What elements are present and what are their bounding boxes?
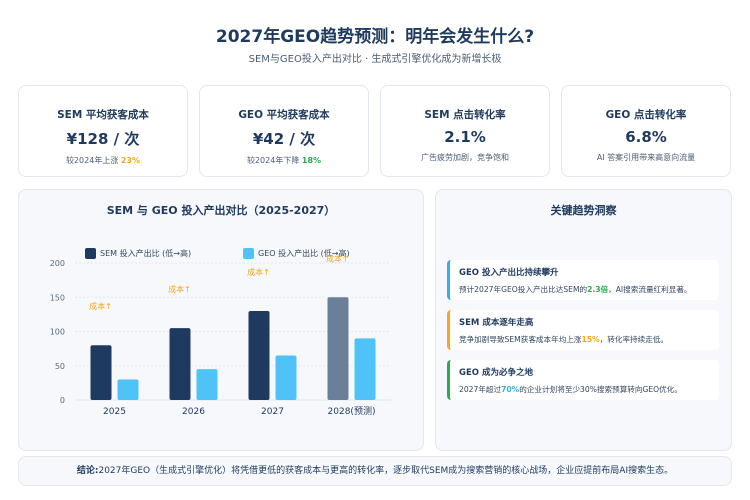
bar-chart: 0 50 100 150 200 2025 成本↑ 2026 成本↑ 2027 成本↑ 2028(预测… xyxy=(50,253,391,417)
x-tick-label: 2028(预测) xyxy=(328,406,376,417)
kpi-note: 广告疲劳加剧，竞争饱和 xyxy=(421,153,509,162)
bar-geo xyxy=(275,355,297,400)
kpi-card-sem-conversion: SEM 点击转化率 2.1% 广告疲劳加剧，竞争饱和 xyxy=(380,85,550,177)
conclusion-bar: 结论:2027年GEO（生成式引擎优化）将凭借更低的获客成本与更高的转化率，逐步… xyxy=(18,456,732,486)
insight-desc: 预计2027年GEO投入产出比达SEM的2.3倍，AI搜索流量红利显著。 xyxy=(459,285,692,294)
x-tick-label: 2026 xyxy=(182,407,205,417)
bar-geo xyxy=(354,338,376,400)
y-tick-label: 150 xyxy=(50,293,65,302)
insight-title: GEO 投入产出比持续攀升 xyxy=(459,268,559,278)
legend-swatch-sem xyxy=(85,248,96,259)
kpi-title: SEM 平均获客成本 xyxy=(57,109,149,121)
legend-swatch-geo xyxy=(243,248,254,259)
kpi-card-geo-conversion: GEO 点击转化率 6.8% AI 答案引用带来高意向流量 xyxy=(561,85,731,177)
kpi-card-sem-cost: SEM 平均获客成本 ¥128 / 次 较2024年上涨 23% xyxy=(18,85,188,177)
cost-annotation: 成本↑ xyxy=(247,267,270,277)
kpi-note: AI 答案引用带来高意向流量 xyxy=(596,153,696,162)
y-tick-label: 0 xyxy=(60,396,65,405)
bar-geo xyxy=(196,369,218,400)
kpi-value: ¥42 / 次 xyxy=(252,130,316,148)
chart-title: SEM 与 GEO 投入产出对比（2025-2027） xyxy=(106,204,336,217)
kpi-title: GEO 点击转化率 xyxy=(605,109,687,121)
insight-title: SEM 成本逐年走高 xyxy=(459,318,534,328)
page-subtitle: SEM与GEO投入产出对比 · 生成式引擎优化成为新增长极 xyxy=(248,54,502,65)
insight-desc: 2027年超过70%的企业计划将至少30%搜索预算转向GEO优化。 xyxy=(459,385,682,394)
insight-card: GEO 成为必争之地 2027年超过70%的企业计划将至少30%搜索预算转向GE… xyxy=(447,360,719,400)
kpi-value: 2.1% xyxy=(444,128,486,146)
kpi-value: 6.8% xyxy=(625,128,667,146)
bar-sem xyxy=(327,297,349,400)
x-tick-label: 2025 xyxy=(103,407,126,417)
insight-title: GEO 成为必争之地 xyxy=(459,368,533,378)
cost-annotation: 成本↑ xyxy=(326,253,349,263)
kpi-card-geo-cost: GEO 平均获客成本 ¥42 / 次 较2024年下降 18% xyxy=(199,85,369,177)
legend-item-sem: SEM 投入产出比 (低→高) xyxy=(85,248,191,259)
insight-card: GEO 投入产出比持续攀升 预计2027年GEO投入产出比达SEM的2.3倍，A… xyxy=(447,260,719,300)
chart-panel: SEM 与 GEO 投入产出对比（2025-2027） SEM 投入产出比 (低… xyxy=(18,189,424,451)
kpi-title: SEM 点击转化率 xyxy=(424,109,506,121)
conclusion-text: 2027年GEO（生成式引擎优化）将凭借更低的获客成本与更高的转化率，逐步取代S… xyxy=(98,466,674,476)
kpi-value: ¥128 / 次 xyxy=(66,130,140,148)
conclusion-label: 结论: xyxy=(76,466,99,476)
kpi-note: 较2024年下降 18% xyxy=(246,156,322,165)
y-tick-label: 200 xyxy=(50,259,65,268)
insights-panel: 关键趋势洞察 GEO 投入产出比持续攀升 预计2027年GEO投入产出比达SEM… xyxy=(435,189,732,451)
bar-sem xyxy=(248,310,270,400)
x-tick-label: 2027 xyxy=(261,407,284,417)
y-tick-label: 100 xyxy=(50,328,65,337)
cost-annotation: 成本↑ xyxy=(89,301,112,311)
y-tick-label: 50 xyxy=(55,362,65,371)
cost-annotation: 成本↑ xyxy=(168,284,191,294)
bar-sem xyxy=(90,345,112,400)
page-title: 2027年GEO趋势预测：明年会发生什么? xyxy=(215,27,535,47)
insights-title: 关键趋势洞察 xyxy=(550,204,617,217)
legend-label-geo: GEO 投入产出比 (低→高) xyxy=(258,249,350,258)
legend-label-sem: SEM 投入产出比 (低→高) xyxy=(100,249,192,258)
kpi-note: 较2024年上涨 23% xyxy=(65,156,141,165)
legend-item-geo: GEO 投入产出比 (低→高) xyxy=(243,248,350,259)
insight-desc: 竞争加剧导致SEM获客成本年均上涨15%，转化率持续走低。 xyxy=(459,335,669,344)
insight-card: SEM 成本逐年走高 竞争加剧导致SEM获客成本年均上涨15%，转化率持续走低。 xyxy=(447,310,719,350)
bar-sem xyxy=(169,328,191,400)
kpi-title: GEO 平均获客成本 xyxy=(238,109,330,121)
bar-geo xyxy=(117,379,139,400)
